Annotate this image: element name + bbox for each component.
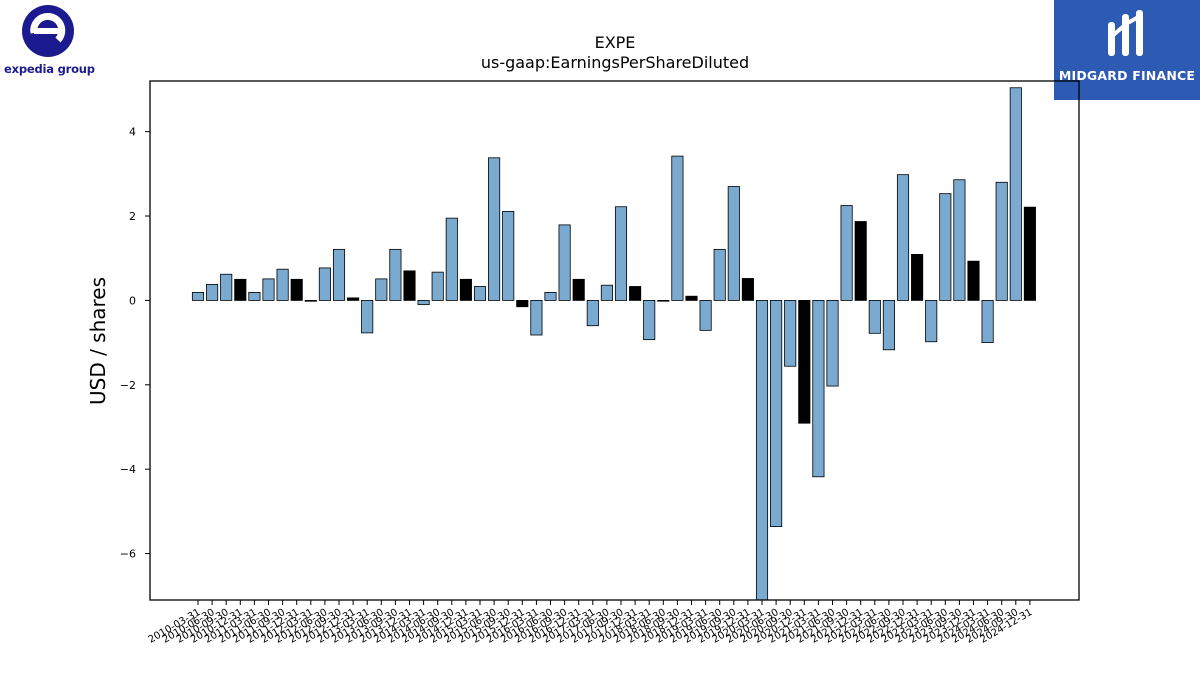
y-tick-label: 0	[129, 294, 136, 307]
bar-2023-03-31	[925, 300, 938, 343]
bar-2014-03-31	[417, 300, 430, 306]
bar-2022-03-31	[868, 300, 881, 334]
bar-2010-12-31	[234, 278, 247, 301]
bar-2011-09-30	[276, 268, 289, 301]
bar-2024-12-31	[1023, 206, 1036, 301]
y-tick-label: −2	[120, 379, 136, 392]
y-axis: 4 2 0 −2 −4 −6	[120, 126, 150, 561]
bar-2020-09-30	[784, 300, 797, 367]
chart-subtitle: us-gaap:EarningsPerShareDiluted	[481, 53, 749, 72]
y-tick-label: −4	[120, 463, 136, 476]
bar-2018-06-30	[657, 300, 670, 302]
bar-2017-03-31	[586, 300, 599, 327]
bar-2012-06-30	[318, 267, 331, 301]
midgard-logo-text: MIDGARD FINANCE	[1058, 68, 1196, 83]
bar-2011-06-30	[262, 278, 275, 301]
bar-2013-09-30	[389, 248, 402, 301]
bar-2012-12-31	[347, 297, 360, 301]
x-axis: 2010-03-312010-06-302010-09-302010-12-31…	[147, 600, 1034, 646]
bar-2014-06-30	[431, 271, 444, 301]
plot-frame	[149, 80, 1080, 601]
bar-2013-06-30	[375, 278, 388, 301]
midgard-finance-logo: MIDGARD FINANCE	[1054, 0, 1200, 100]
bar-2019-06-30	[713, 248, 726, 301]
bar-2019-12-31	[741, 278, 754, 301]
bar-2015-09-30	[502, 210, 515, 301]
bar-2016-06-30	[544, 291, 557, 301]
bar-2015-12-31	[516, 300, 529, 308]
bar-2021-03-31	[812, 300, 825, 478]
midgard-logo-mark-icon	[1108, 10, 1143, 56]
bar-2020-12-31	[798, 300, 811, 424]
bar-2023-12-31	[967, 260, 980, 301]
bar-2021-12-31	[854, 221, 867, 301]
bar-2024-06-30	[995, 181, 1008, 301]
bar-2019-03-31	[699, 300, 712, 331]
bar-2017-06-30	[600, 284, 613, 301]
bar-2012-03-31	[304, 300, 317, 302]
y-tick-label: −6	[120, 548, 136, 561]
y-axis-label: USD / shares	[86, 277, 110, 405]
bar-2022-06-30	[882, 300, 895, 351]
bar-2021-06-30	[826, 300, 839, 387]
chart-title: EXPE	[595, 33, 636, 52]
bar-2014-12-31	[459, 278, 472, 301]
bar-2021-09-30	[840, 205, 853, 301]
bar-2012-09-30	[332, 248, 346, 301]
bar-2016-09-30	[558, 224, 571, 301]
bar-2017-09-30	[614, 206, 628, 301]
bar-2013-03-31	[361, 300, 374, 334]
bar-2010-06-30	[206, 283, 219, 301]
y-tick-label: 2	[129, 210, 136, 223]
bar-2014-09-30	[445, 217, 458, 301]
bar-2018-03-31	[643, 300, 656, 341]
bar-2017-12-31	[629, 286, 642, 301]
bar-2015-06-30	[488, 157, 501, 301]
bar-2011-03-31	[248, 291, 261, 301]
expedia-logo-mark-icon	[22, 5, 74, 57]
bar-2016-03-31	[530, 300, 543, 336]
bar-2020-06-30	[770, 300, 783, 527]
bar-2010-09-30	[220, 273, 233, 301]
expedia-group-logo: expedia group	[0, 0, 100, 80]
bar-2020-03-31	[755, 300, 769, 601]
bar-2018-09-30	[671, 155, 684, 301]
bar-2023-06-30	[939, 193, 952, 301]
bar-2023-09-30	[953, 179, 966, 301]
bar-2010-03-31	[191, 291, 205, 301]
expedia-logo-text: expedia group	[4, 62, 95, 76]
bars-group	[191, 87, 1036, 601]
bar-2022-12-31	[911, 254, 924, 301]
bar-2013-12-31	[403, 270, 416, 301]
bar-2019-09-30	[727, 186, 740, 301]
bar-2022-09-30	[896, 174, 910, 301]
bar-2024-09-30	[1009, 87, 1022, 301]
bar-2011-12-31	[290, 278, 303, 301]
y-tick-label: 4	[129, 126, 136, 139]
bar-2018-12-31	[685, 295, 698, 301]
bar-2016-12-31	[572, 278, 585, 301]
bar-2024-03-31	[981, 300, 994, 344]
bar-2015-03-31	[473, 286, 487, 301]
